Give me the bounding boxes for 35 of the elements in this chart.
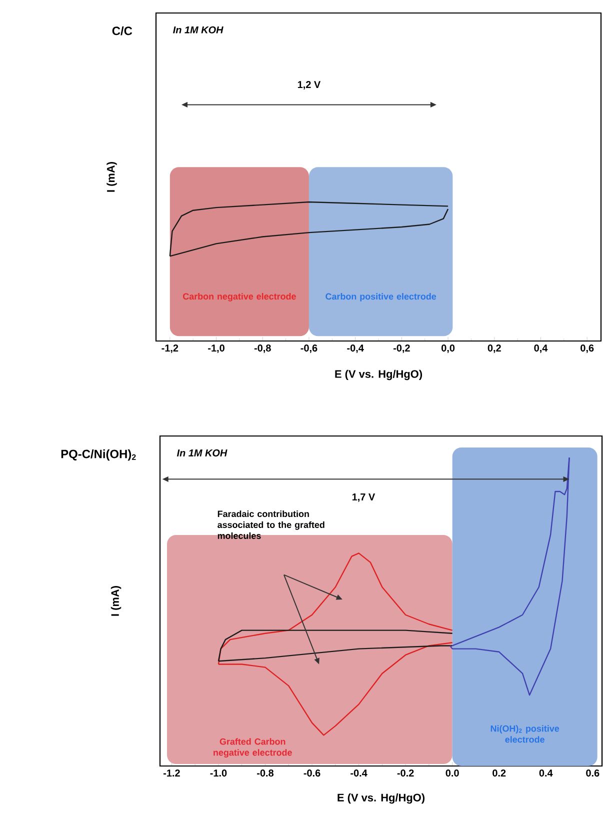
x-tick-label: -0,4 (347, 344, 364, 354)
annotation: Faradaic contribution associated to the grafted molecules (218, 510, 324, 539)
chart-title: PQ-C/Ni(OH)$_{2}$ (61, 449, 136, 461)
x-tick-label: -0.2 (397, 770, 414, 777)
text: 1,2 V (298, 81, 321, 90)
x-tick-label: -0,2 (393, 344, 410, 354)
x-tick-label: 0,0 (442, 344, 455, 354)
chart-title: C/C (112, 26, 132, 36)
x-tick-label: 0.0 (446, 770, 459, 777)
x-tick-label: 0.4 (539, 770, 553, 777)
band-label: Carbon negative electrode (183, 292, 296, 302)
text: In 1M KOH (173, 26, 224, 34)
x-tick-label: -0.6 (304, 770, 320, 777)
y-axis-title: I (mA) (110, 586, 122, 616)
band-label: Grafted Carbon negative electrode (214, 738, 292, 758)
x-tick-label: 0,2 (488, 344, 501, 354)
x-tick-label: 0.2 (492, 770, 506, 777)
band-label: Carbon positive electrode (326, 293, 436, 302)
x-tick-label: -1.2 (164, 770, 180, 776)
x-axis-title: E (V vs. Hg/HgO) (338, 793, 425, 804)
x-tick-label: -1.0 (210, 770, 227, 777)
x-tick-label: -1,0 (208, 344, 224, 354)
x-tick-label: -0,6 (300, 344, 318, 354)
text: In 1M KOH (176, 449, 228, 456)
annotation: 1,7 V (352, 493, 376, 502)
x-tick-label: -0.8 (257, 770, 274, 777)
x-tick-label: 0,6 (580, 344, 594, 354)
y-axis-title: I (mA) (106, 162, 117, 192)
x-axis-title: E (V vs. Hg/HgO) (335, 370, 422, 380)
x-tick-label: 0.6 (586, 770, 600, 777)
x-tick-label: -0,8 (254, 344, 271, 354)
band-label: Ni(OH)$_{2}$ positive electrode (490, 725, 560, 743)
x-tick-label: -1,2 (162, 344, 178, 354)
x-tick-label: -0.4 (350, 770, 368, 777)
x-tick-label: 0,4 (534, 344, 548, 354)
